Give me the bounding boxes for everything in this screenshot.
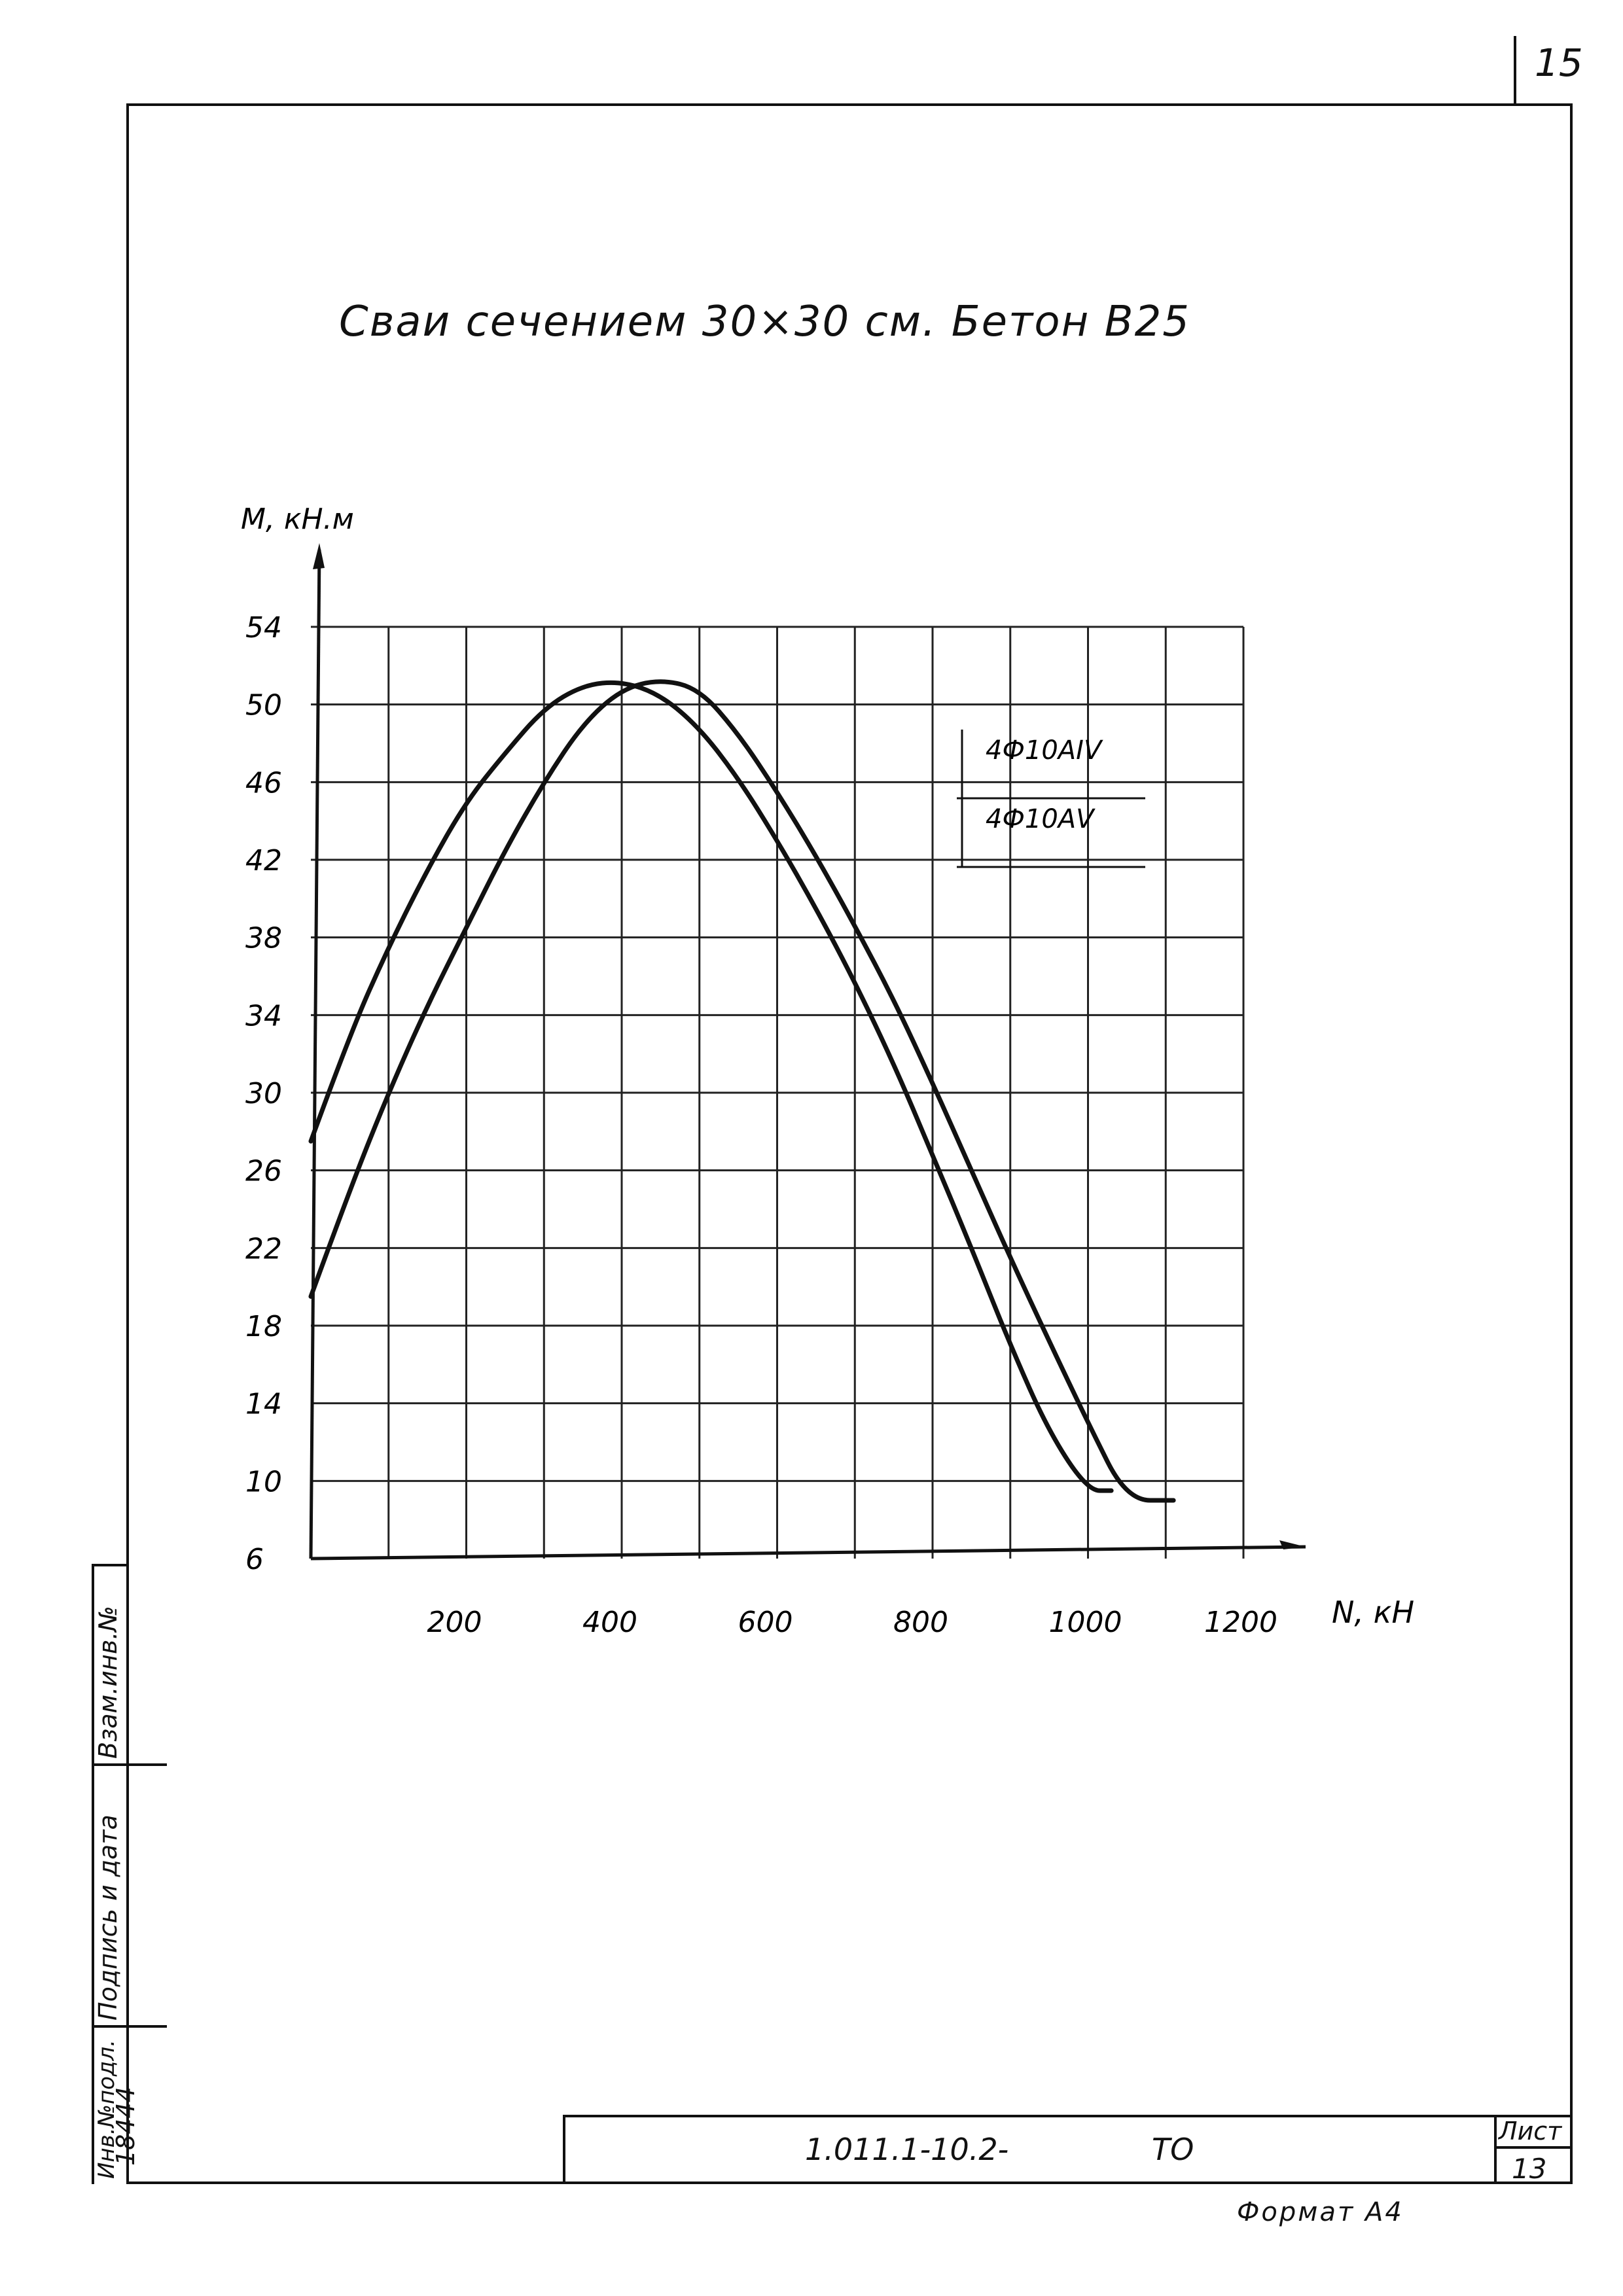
- x-tick-label: 400: [582, 1606, 637, 1639]
- y-tick-label: 10: [245, 1465, 282, 1498]
- page-number: 15: [1535, 41, 1583, 85]
- y-tick-label: 42: [245, 844, 282, 877]
- side-stamp-inner-border: [126, 1564, 129, 2184]
- side-stamp-inv-value: 18444: [111, 2087, 140, 2166]
- y-tick-label: 34: [245, 999, 282, 1033]
- title-block-divider: [1494, 2146, 1573, 2149]
- y-tick-label: 22: [245, 1232, 282, 1265]
- y-tick-label: 30: [245, 1077, 282, 1110]
- x-tick-label: 1000: [1049, 1606, 1122, 1639]
- title-block-divider: [1494, 2115, 1497, 2184]
- title-block: [563, 2115, 1573, 2184]
- legend-entry-2: 4Ф10АV: [986, 804, 1096, 834]
- chart-grid: [311, 626, 1245, 1559]
- chart-legend: 4Ф10АIV 4Ф10АV: [957, 730, 1145, 868]
- legend-entry-1: 4Ф10АIV: [986, 735, 1103, 766]
- document-suffix: ТО: [1152, 2132, 1194, 2167]
- y-tick-label: 54: [245, 611, 282, 645]
- side-stamp-divider: [92, 1763, 167, 1766]
- sheet-label: Лист: [1499, 2117, 1562, 2146]
- chart-axes: [309, 543, 1306, 1561]
- document-code: 1.011.1-10.2-: [805, 2132, 1009, 2167]
- side-stamp: [92, 1564, 129, 2184]
- series-line-1: [308, 680, 1114, 1493]
- x-axis-label: N, кН: [1332, 1595, 1414, 1630]
- chart-title: Сваи сечением 30×30 см. Бетон В25: [339, 298, 1190, 346]
- chart-ticks: 200 400 600 800 1000 1200 54 50 46 42 38 34 30 26 22 18…: [245, 611, 1277, 1639]
- y-tick-label: 14: [245, 1388, 282, 1421]
- y-tick-label: 50: [245, 689, 282, 722]
- side-stamp-divider: [92, 2025, 167, 2028]
- format-label: Формат А4: [1237, 2197, 1404, 2227]
- x-tick-label: 800: [893, 1606, 948, 1639]
- y-axis: [309, 549, 321, 1559]
- side-stamp-signature-date: Подпись и дата: [94, 1814, 122, 2021]
- x-tick-label: 200: [427, 1606, 482, 1639]
- series-line-2: [308, 679, 1176, 1503]
- x-axis: [310, 1545, 1306, 1561]
- y-tick-label: 18: [245, 1310, 282, 1343]
- drawing-frame: [126, 103, 1573, 2184]
- y-axis-arrow: [313, 543, 325, 569]
- y-tick-label: 46: [245, 766, 282, 800]
- y-tick-label: 26: [245, 1155, 282, 1188]
- x-axis-arrow: [1279, 1540, 1306, 1549]
- chart-series: [308, 679, 1176, 1503]
- side-stamp-replacement-inv: Взам.инв.№: [94, 1606, 122, 1759]
- y-tick-label: 38: [245, 922, 282, 955]
- page-number-divider: [1514, 36, 1516, 105]
- x-tick-label: 600: [738, 1606, 793, 1639]
- y-tick-label: 6: [245, 1543, 264, 1576]
- sheet-number: 13: [1512, 2153, 1547, 2185]
- x-tick-label: 1200: [1204, 1606, 1277, 1639]
- y-axis-label: M, кН.м: [241, 503, 354, 536]
